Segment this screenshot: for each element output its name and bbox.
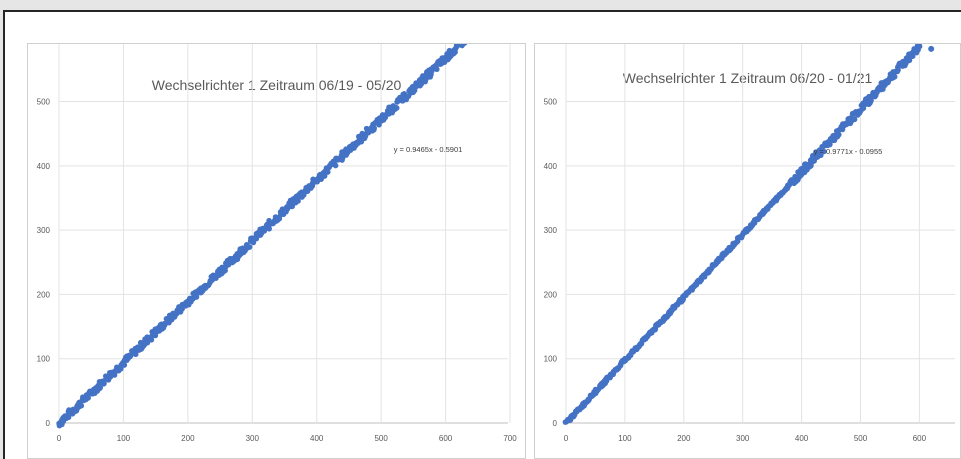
c1-data-point xyxy=(85,395,91,401)
c1-data-point xyxy=(332,162,339,169)
c2-y-tick-label: 300 xyxy=(544,226,558,235)
c2-data-point xyxy=(851,116,858,123)
c1-x-tick-label: 200 xyxy=(181,434,195,443)
c2-data-point xyxy=(836,131,842,138)
c2-data-point xyxy=(928,45,935,52)
c1-data-point xyxy=(266,225,272,232)
c1-data-point xyxy=(324,169,331,175)
c2-trendline-equation: y = 0.9771x - 0.0955 xyxy=(814,147,883,156)
c2-y-tick-label: 400 xyxy=(544,162,558,171)
c1-trendline-equation: y = 0.9465x - 0.5901 xyxy=(394,145,463,154)
chart-title-1: Wechselrichter 1 Zeitraum 06/19 - 05/20 xyxy=(151,77,402,93)
c1-x-tick-label: 500 xyxy=(374,434,388,443)
c1-data-point xyxy=(461,44,468,46)
c1-x-tick-label: 700 xyxy=(503,434,517,443)
c1-data-point xyxy=(371,125,377,132)
c1-data-point xyxy=(295,198,301,204)
c1-y-tick-label: 100 xyxy=(37,355,51,364)
c2-x-tick-label: 300 xyxy=(736,434,750,443)
c1-data-point xyxy=(246,244,253,250)
chart-panel-1: Wechselrichter 1 Zeitraum 06/19 - 05/20 … xyxy=(27,43,526,459)
c1-y-tick-label: 200 xyxy=(37,290,51,299)
c1-y-tick-label: 500 xyxy=(37,98,51,107)
c1-data-point xyxy=(393,105,400,111)
c2-x-tick-label: 600 xyxy=(913,434,927,443)
c2-x-tick-label: 500 xyxy=(854,434,868,443)
c2-x-tick-label: 0 xyxy=(564,434,569,443)
c1-data-point xyxy=(193,294,200,300)
c2-data-point xyxy=(821,148,827,155)
c1-data-point xyxy=(121,362,128,368)
chart-title-2: Wechselrichter 1 Zeitraum 06/20 - 01/21 xyxy=(622,70,873,86)
c1-x-tick-label: 100 xyxy=(117,434,131,443)
c1-x-tick-label: 300 xyxy=(246,434,260,443)
c2-y-tick-label: 500 xyxy=(544,98,558,107)
c1-y-tick-label: 400 xyxy=(37,162,51,171)
c1-x-tick-label: 0 xyxy=(57,434,62,443)
c2-data-point xyxy=(895,67,901,73)
c2-trendline xyxy=(565,44,923,424)
c2-x-tick-label: 200 xyxy=(677,434,691,443)
c2-data-point xyxy=(891,73,898,80)
chart-1: 0100200300400500600700010020030040050060… xyxy=(37,44,517,443)
c1-trendline xyxy=(58,44,462,424)
c1-x-tick-label: 400 xyxy=(310,434,324,443)
c2-x-tick-label: 100 xyxy=(618,434,632,443)
chart-panel-2: Wechselrichter 1 Zeitraum 06/20 - 01/21 … xyxy=(534,43,961,459)
c1-data-point xyxy=(433,66,440,73)
c2-y-tick-label: 0 xyxy=(553,419,558,428)
chart-2: 0100200300400500600700010020030040050060… xyxy=(544,44,955,443)
c2-y-tick-label: 200 xyxy=(544,290,558,299)
c2-data-point xyxy=(868,97,874,104)
c2-x-tick-label: 400 xyxy=(795,434,809,443)
c2-y-tick-label: 100 xyxy=(544,355,558,364)
c2-data-point xyxy=(817,152,824,159)
c1-x-tick-label: 600 xyxy=(439,434,453,443)
c1-y-tick-label: 300 xyxy=(37,226,51,235)
c1-scatter-points xyxy=(56,44,468,429)
c1-y-tick-label: 0 xyxy=(46,419,51,428)
c1-data-point xyxy=(321,173,328,179)
